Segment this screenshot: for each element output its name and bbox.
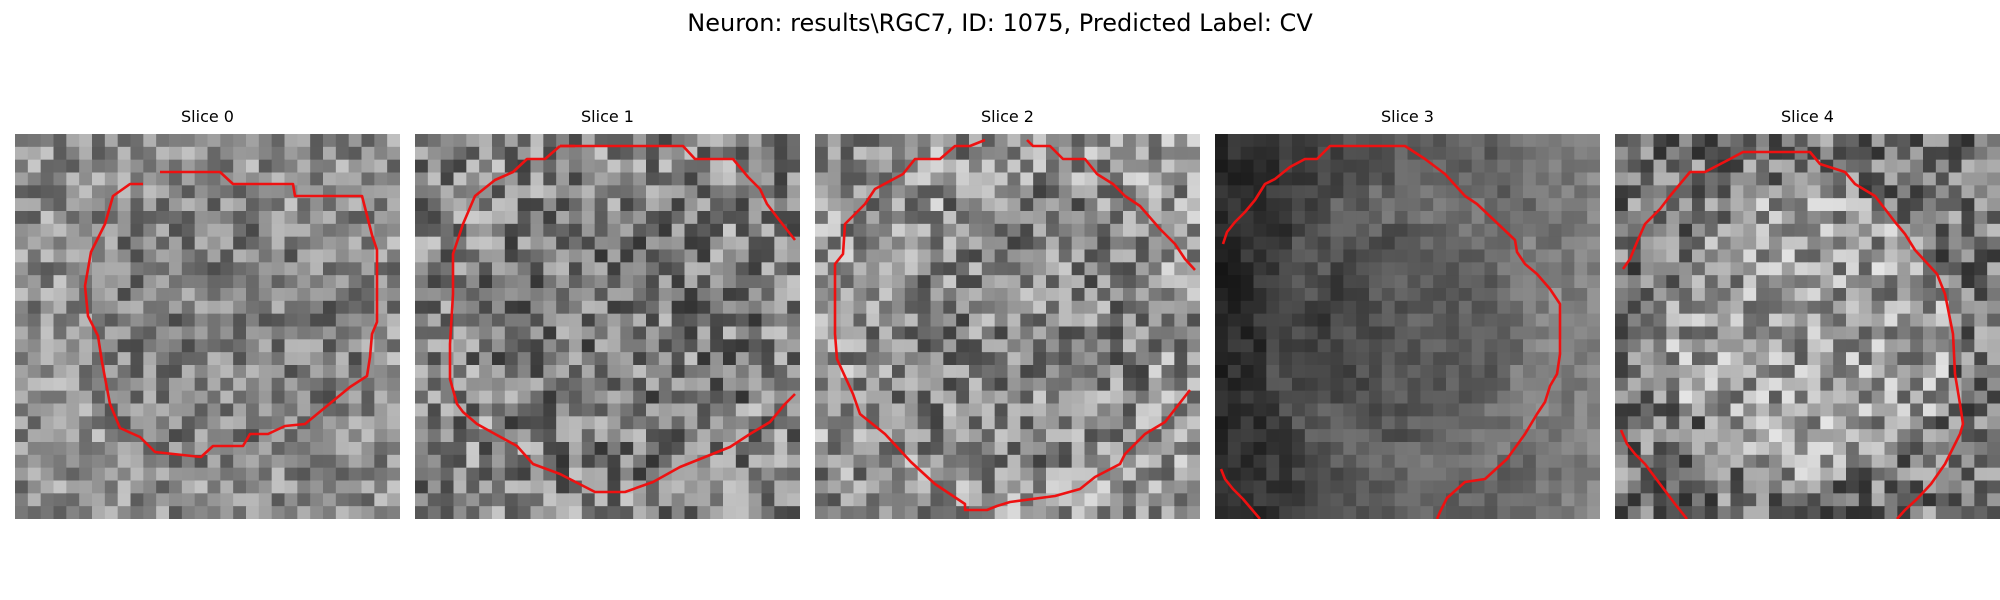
slice-title: Slice 0 [181, 107, 234, 126]
slice-image [415, 134, 800, 519]
slice-image [1615, 134, 2000, 519]
slice-panel-2: Slice 2 [815, 107, 1200, 519]
slice-panel-1: Slice 1 [415, 107, 800, 519]
contour-line [560, 144, 797, 241]
contour-line [1219, 468, 1261, 519]
slice-image [1215, 134, 1600, 519]
slice-panel-4: Slice 4 [1615, 107, 2000, 519]
slice-title: Slice 3 [1381, 107, 1434, 126]
contour-line [83, 170, 379, 459]
slice-title: Slice 1 [581, 107, 634, 126]
contour-line [1619, 429, 1689, 519]
slice-panel-0: Slice 0 [15, 107, 400, 519]
slice-panel-3: Slice 3 [1215, 107, 1600, 519]
slice-image [15, 134, 400, 519]
figure-title: Neuron: results\RGC7, ID: 1075, Predicte… [687, 9, 1313, 37]
slice-image [815, 134, 1200, 519]
contour-line [448, 145, 796, 494]
contour-line [1221, 144, 1562, 519]
contour-line [1026, 139, 1196, 271]
slice-title: Slice 4 [1781, 107, 1834, 126]
slice-title: Slice 2 [981, 107, 1034, 126]
contour-line [833, 138, 1192, 512]
contour-line [1621, 150, 1965, 519]
